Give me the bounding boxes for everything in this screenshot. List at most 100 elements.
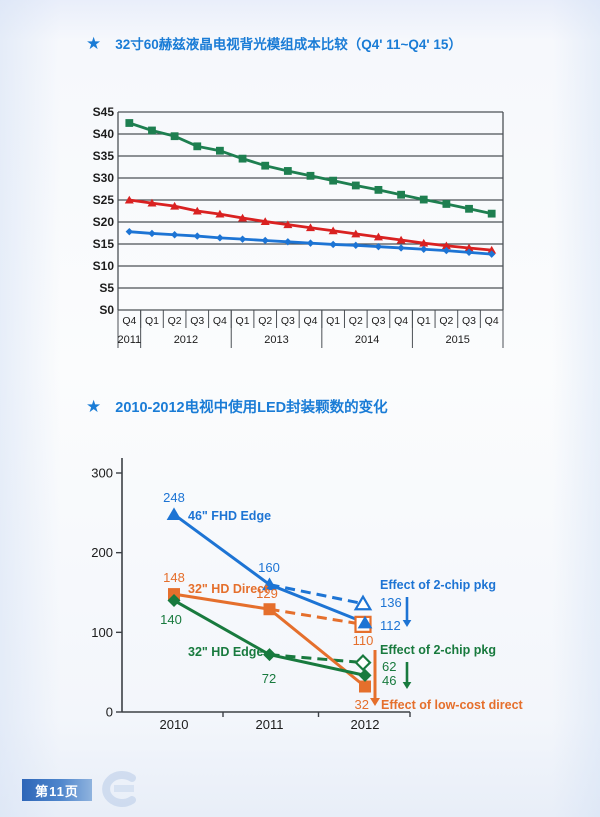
y-axis-tick-label: S5 [99,281,114,295]
data-point-46" FHD Edge [357,615,373,629]
data-point-red-triangle [487,245,497,254]
section1-title: 32寸60赫兹液晶电视背光模组成本比较（Q4' 11~Q4' 15） [115,37,462,52]
data-point-green-square [329,176,338,185]
data-point-red-triangle [464,243,474,252]
data-point-green-square [125,119,134,127]
value-label: Effect of 2-chip pkg [380,643,496,657]
quarter-label: Q2 [168,315,182,327]
data-point-32" HD Edge [358,668,372,682]
data-point-red-triangle [441,241,451,250]
quarter-label: Q1 [236,315,250,327]
data-point-green-square [487,209,496,218]
data-point-green-square [216,146,224,155]
data-point-blue-diamond [352,241,360,250]
quarter-label: Q1 [326,315,340,327]
data-point-green-square [351,181,360,190]
data-point-blue-diamond [329,240,337,249]
y-axis-tick-label: S30 [93,171,115,185]
value-label: 46" FHD Edge [188,509,271,523]
data-point-46" FHD Edge [262,577,277,591]
y-axis-tick-label: S40 [93,127,115,141]
data-point-green-square [397,190,405,199]
quarter-label: Q3 [190,315,204,327]
y-axis-tick-label: S25 [93,193,115,207]
green-down-arrow-head [402,682,412,689]
x-axis-year-label: 2010 [160,717,189,732]
data-point-blue-diamond [442,246,451,255]
quarter-label: Q1 [145,315,159,327]
data-point-green-square [193,142,202,151]
data-point-blue-diamond [216,234,224,242]
value-label: 46 [382,673,396,688]
backlight-cost-chart: S0 S5 S10 S15 S20 S25 S30 S35 S40 S45 Q4 Q1 Q2 Q3 Q4 Q1… [93,105,504,348]
y-axis-tick-label: S10 [93,259,115,273]
data-point-32" HD Direct [263,603,276,616]
quarter-label: Q2 [439,315,453,327]
value-label: 32" HD Direct [188,582,269,596]
value-label: 129 [256,586,278,601]
data-point-green-square [238,154,247,163]
quarter-label: Q1 [417,315,431,327]
star-bullet-icon: ★ [86,397,102,416]
open-marker-46" FHD Edge [353,594,373,611]
data-point-red-triangle [396,235,406,244]
data-point-blue-diamond [193,232,201,240]
data-point-blue-diamond [465,248,473,257]
data-point-32" HD Edge [263,648,276,662]
y-axis-tick-label: S45 [93,105,115,119]
data-point-red-triangle [351,229,361,238]
value-label: 140 [160,612,182,627]
y-axis-tick-label: S15 [93,237,115,251]
data-point-blue-diamond [148,229,156,238]
value-label: 248 [163,490,185,505]
y-axis-tick-label: 100 [91,625,113,640]
data-point-green-square [306,171,315,180]
value-label: Effect of 2-chip pkg [380,578,496,592]
quarter-label: Q2 [349,315,363,327]
year-label: 2011 [117,334,141,346]
led-package-count-chart: 0 100 200 300 2010 2011 2012 248 160 46" FHD Edge… [91,458,524,732]
data-point-32" HD Direct [359,680,371,693]
year-label: 2013 [264,334,288,346]
page-number-label: 第11页 [35,783,79,799]
data-point-red-triangle [373,232,383,241]
value-label: 62 [382,659,396,674]
x-axis-year-label: 2011 [256,717,284,732]
data-point-green-square [283,167,292,175]
y-axis-tick-label: 200 [91,545,113,560]
quarter-label: Q4 [394,315,408,327]
data-point-blue-diamond [487,250,496,258]
data-point-blue-diamond [420,245,428,253]
data-point-red-triangle [419,238,429,247]
y-axis-tick-label: S35 [93,149,115,163]
y-axis-tick-label: 0 [106,705,113,720]
data-point-green-square [148,126,156,135]
value-label: Effect of low-cost direct [381,698,524,712]
data-point-32" HD Edge [167,593,181,607]
data-point-red-triangle [283,220,293,229]
data-point-blue-diamond [284,238,292,246]
quarter-label: Q4 [122,315,136,327]
data-point-red-triangle [305,223,316,232]
data-point-46" FHD Edge [166,507,182,521]
open-marker-32" HD Edge [354,654,372,672]
data-point-red-triangle [215,209,225,218]
data-point-blue-diamond [397,244,405,252]
section1-title-row: ★ 32寸60赫兹液晶电视背光模组成本比较（Q4' 11~Q4' 15） [86,33,462,53]
y-axis-tick-label: S0 [99,303,114,317]
value-label: 148 [163,570,185,585]
blue-down-arrow-head [402,620,412,627]
year-label: 2015 [445,334,469,346]
quarter-label: Q3 [281,315,295,327]
data-point-green-square [261,161,270,170]
publisher-logo-watermark [102,771,136,807]
quarter-label: Q2 [258,315,272,327]
data-point-blue-diamond [261,236,269,245]
data-point-green-square [170,132,179,141]
quarter-label: Q3 [371,315,385,327]
quarter-label: Q4 [303,315,317,327]
data-point-red-triangle [192,206,202,215]
data-point-red-triangle [124,195,134,204]
data-point-blue-diamond [170,231,179,239]
